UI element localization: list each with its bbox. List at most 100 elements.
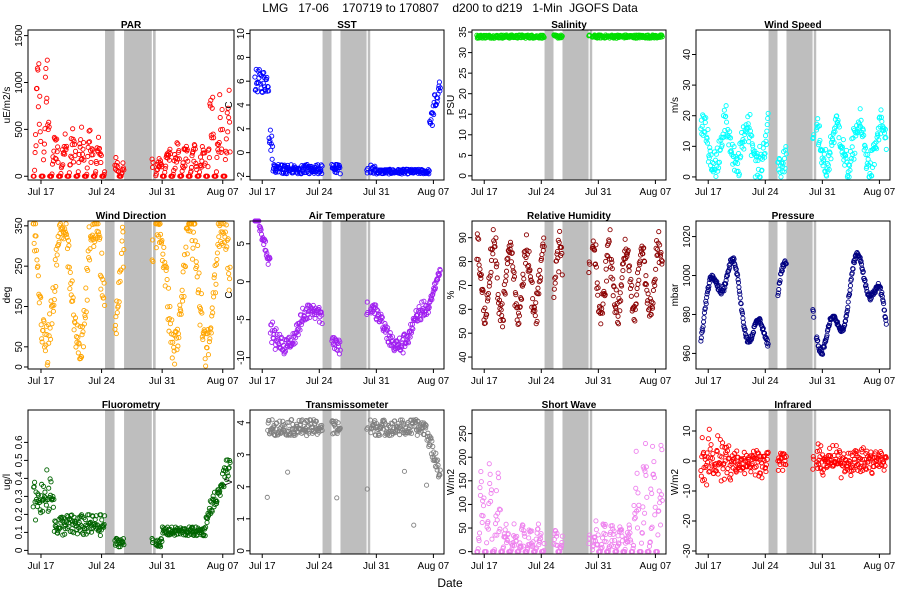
x-tick-label: Jul 24 — [88, 187, 115, 198]
gap-band — [544, 221, 554, 369]
data-point — [34, 85, 40, 92]
data-point — [600, 301, 606, 307]
data-point — [267, 127, 273, 133]
data-point — [489, 536, 495, 542]
data-point — [382, 321, 388, 327]
data-point — [721, 134, 727, 140]
data-point — [33, 233, 39, 239]
data-series — [474, 32, 665, 41]
data-point — [559, 33, 565, 39]
x-tick-label: Aug 07 — [864, 561, 896, 572]
data-point — [79, 354, 85, 360]
data-point — [121, 247, 127, 253]
x-tick-label: Jul 31 — [585, 561, 612, 572]
gap-band — [768, 30, 778, 180]
panel-relative-humidity: Relative Humidity 40 50 60 70 80 90% Jul 17 Jul … — [446, 211, 672, 387]
data-point — [368, 310, 374, 316]
y-tick-label: 3 — [236, 452, 247, 458]
data-point — [158, 536, 165, 542]
data-point — [487, 471, 493, 477]
data-point — [337, 347, 343, 353]
y-tick-label: -5 — [236, 315, 247, 324]
data-point — [633, 448, 639, 454]
data-point — [593, 527, 599, 533]
data-point — [87, 246, 93, 252]
data-point — [484, 298, 491, 304]
data-point — [599, 544, 605, 550]
data-point — [883, 135, 889, 141]
data-point — [811, 314, 817, 320]
data-point — [31, 173, 37, 179]
data-point — [748, 469, 754, 475]
data-point — [96, 145, 102, 152]
y-tick-label: 1000 — [14, 71, 25, 94]
data-point — [91, 243, 97, 249]
y-tick-label: 4 — [236, 102, 247, 108]
data-point — [212, 263, 218, 269]
data-point — [278, 334, 284, 340]
data-point — [44, 57, 50, 63]
data-point — [76, 341, 82, 347]
data-point — [51, 496, 57, 503]
data-point — [780, 467, 786, 473]
data-point — [651, 459, 657, 465]
data-point — [634, 292, 640, 298]
data-point — [75, 172, 81, 178]
data-point — [476, 236, 482, 242]
data-point — [642, 259, 648, 265]
plot-frame — [249, 409, 445, 555]
data-point — [587, 532, 593, 538]
data-point — [707, 468, 713, 474]
gap-band — [124, 410, 152, 554]
y-tick-label: -30 — [682, 543, 693, 558]
data-point — [557, 228, 563, 234]
data-point — [268, 141, 274, 147]
data-point — [47, 325, 53, 331]
data-point — [511, 276, 517, 282]
data-point — [657, 242, 663, 248]
data-point — [72, 148, 79, 154]
data-point — [421, 298, 427, 304]
data-point — [40, 327, 46, 334]
data-point — [503, 273, 509, 279]
gap-band — [322, 410, 332, 554]
data-point — [256, 67, 262, 73]
data-point — [726, 443, 732, 449]
data-point — [856, 454, 862, 460]
panel-transmissometer: Transmissometer 0 1 2 3 4 V Jul 17 Jul 24 Jul 31 A… — [224, 400, 450, 572]
data-point — [296, 326, 302, 332]
data-point — [225, 105, 231, 111]
data-point — [482, 305, 488, 311]
data-point — [95, 229, 102, 235]
panel-wind-direction: Wind Direction 0 50 150 250 350 deg Jul 17 Jul 2… — [2, 211, 239, 387]
data-point — [95, 221, 101, 227]
data-point — [492, 547, 498, 553]
data-point — [639, 530, 645, 536]
data-point — [876, 137, 882, 143]
data-point — [775, 293, 781, 299]
data-point — [399, 417, 405, 423]
x-tick-label: Aug 07 — [418, 187, 450, 198]
gap-band — [786, 30, 813, 180]
data-point — [223, 246, 229, 252]
data-point — [87, 519, 94, 525]
data-point — [592, 261, 599, 267]
data-point — [85, 529, 91, 535]
data-point — [52, 257, 58, 263]
data-point — [55, 144, 61, 150]
y-tick-label: 100 — [458, 496, 469, 513]
x-axis-label: Date — [437, 576, 463, 590]
data-point — [213, 501, 219, 507]
data-point — [176, 148, 182, 154]
data-point — [775, 290, 781, 296]
data-point — [93, 169, 99, 175]
data-series — [474, 227, 665, 330]
y-tick-label: 250 — [14, 257, 25, 274]
data-point — [385, 325, 391, 331]
data-point — [508, 259, 514, 265]
data-point — [499, 301, 505, 307]
data-point — [401, 468, 408, 474]
data-point — [715, 433, 721, 439]
data-point — [149, 164, 156, 170]
data-point — [636, 277, 642, 283]
